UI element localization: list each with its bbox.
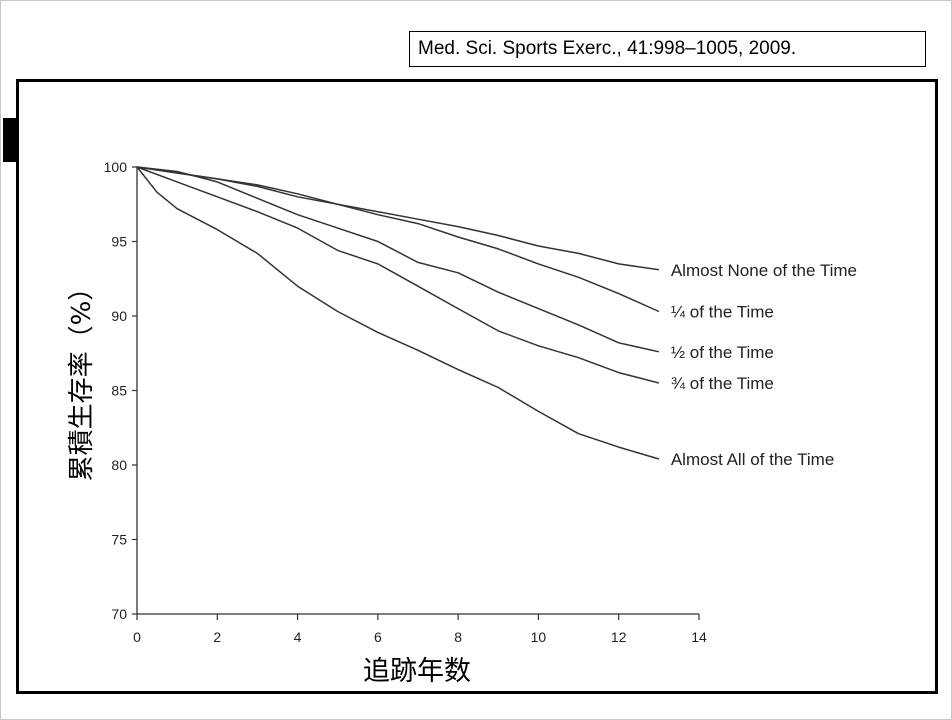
x-tick-label: 8 (454, 629, 462, 645)
chart-ticks: 70 75 80 85 90 95 100 0 2 4 6 8 10 12 14 (104, 159, 707, 645)
series-label-3: ¾ of the Time (671, 374, 774, 393)
chart-frame (16, 79, 938, 694)
chart-axes (136, 167, 699, 615)
series-label-4: Almost All of the Time (671, 450, 834, 469)
y-tick-label: 80 (111, 457, 127, 473)
series-line-3 (136, 166, 660, 384)
x-tick-label: 6 (374, 629, 382, 645)
chart-lines (136, 166, 660, 460)
y-tick-label: 85 (111, 383, 127, 399)
series-line-2 (136, 166, 660, 353)
x-tick-label: 4 (294, 629, 302, 645)
series-line-1 (136, 166, 660, 313)
x-tick-label: 2 (213, 629, 221, 645)
y-tick-label: 75 (111, 532, 127, 548)
y-tick-label: 90 (111, 308, 127, 324)
series-line-4 (136, 166, 660, 460)
y-tick-label: 95 (111, 234, 127, 250)
x-axis-label: 追跡年数 (363, 656, 471, 687)
x-tick-label: 12 (611, 629, 627, 645)
citation-box: Med. Sci. Sports Exerc., 41:998–1005, 20… (409, 31, 926, 67)
y-axis-label: 累積生存率（%） (67, 275, 97, 482)
chart-line-labels: Almost None of the Time ¼ of the Time ½ of… (671, 261, 857, 469)
x-tick-label: 0 (133, 629, 141, 645)
side-tab-marker (3, 118, 17, 162)
series-label-0: Almost None of the Time (671, 261, 857, 280)
x-tick-label: 14 (691, 629, 707, 645)
y-tick-label: 100 (104, 159, 128, 175)
series-label-2: ½ of the Time (671, 343, 774, 362)
y-tick-label: 70 (111, 606, 127, 622)
series-label-1: ¼ of the Time (671, 303, 774, 322)
x-tick-label: 10 (531, 629, 547, 645)
